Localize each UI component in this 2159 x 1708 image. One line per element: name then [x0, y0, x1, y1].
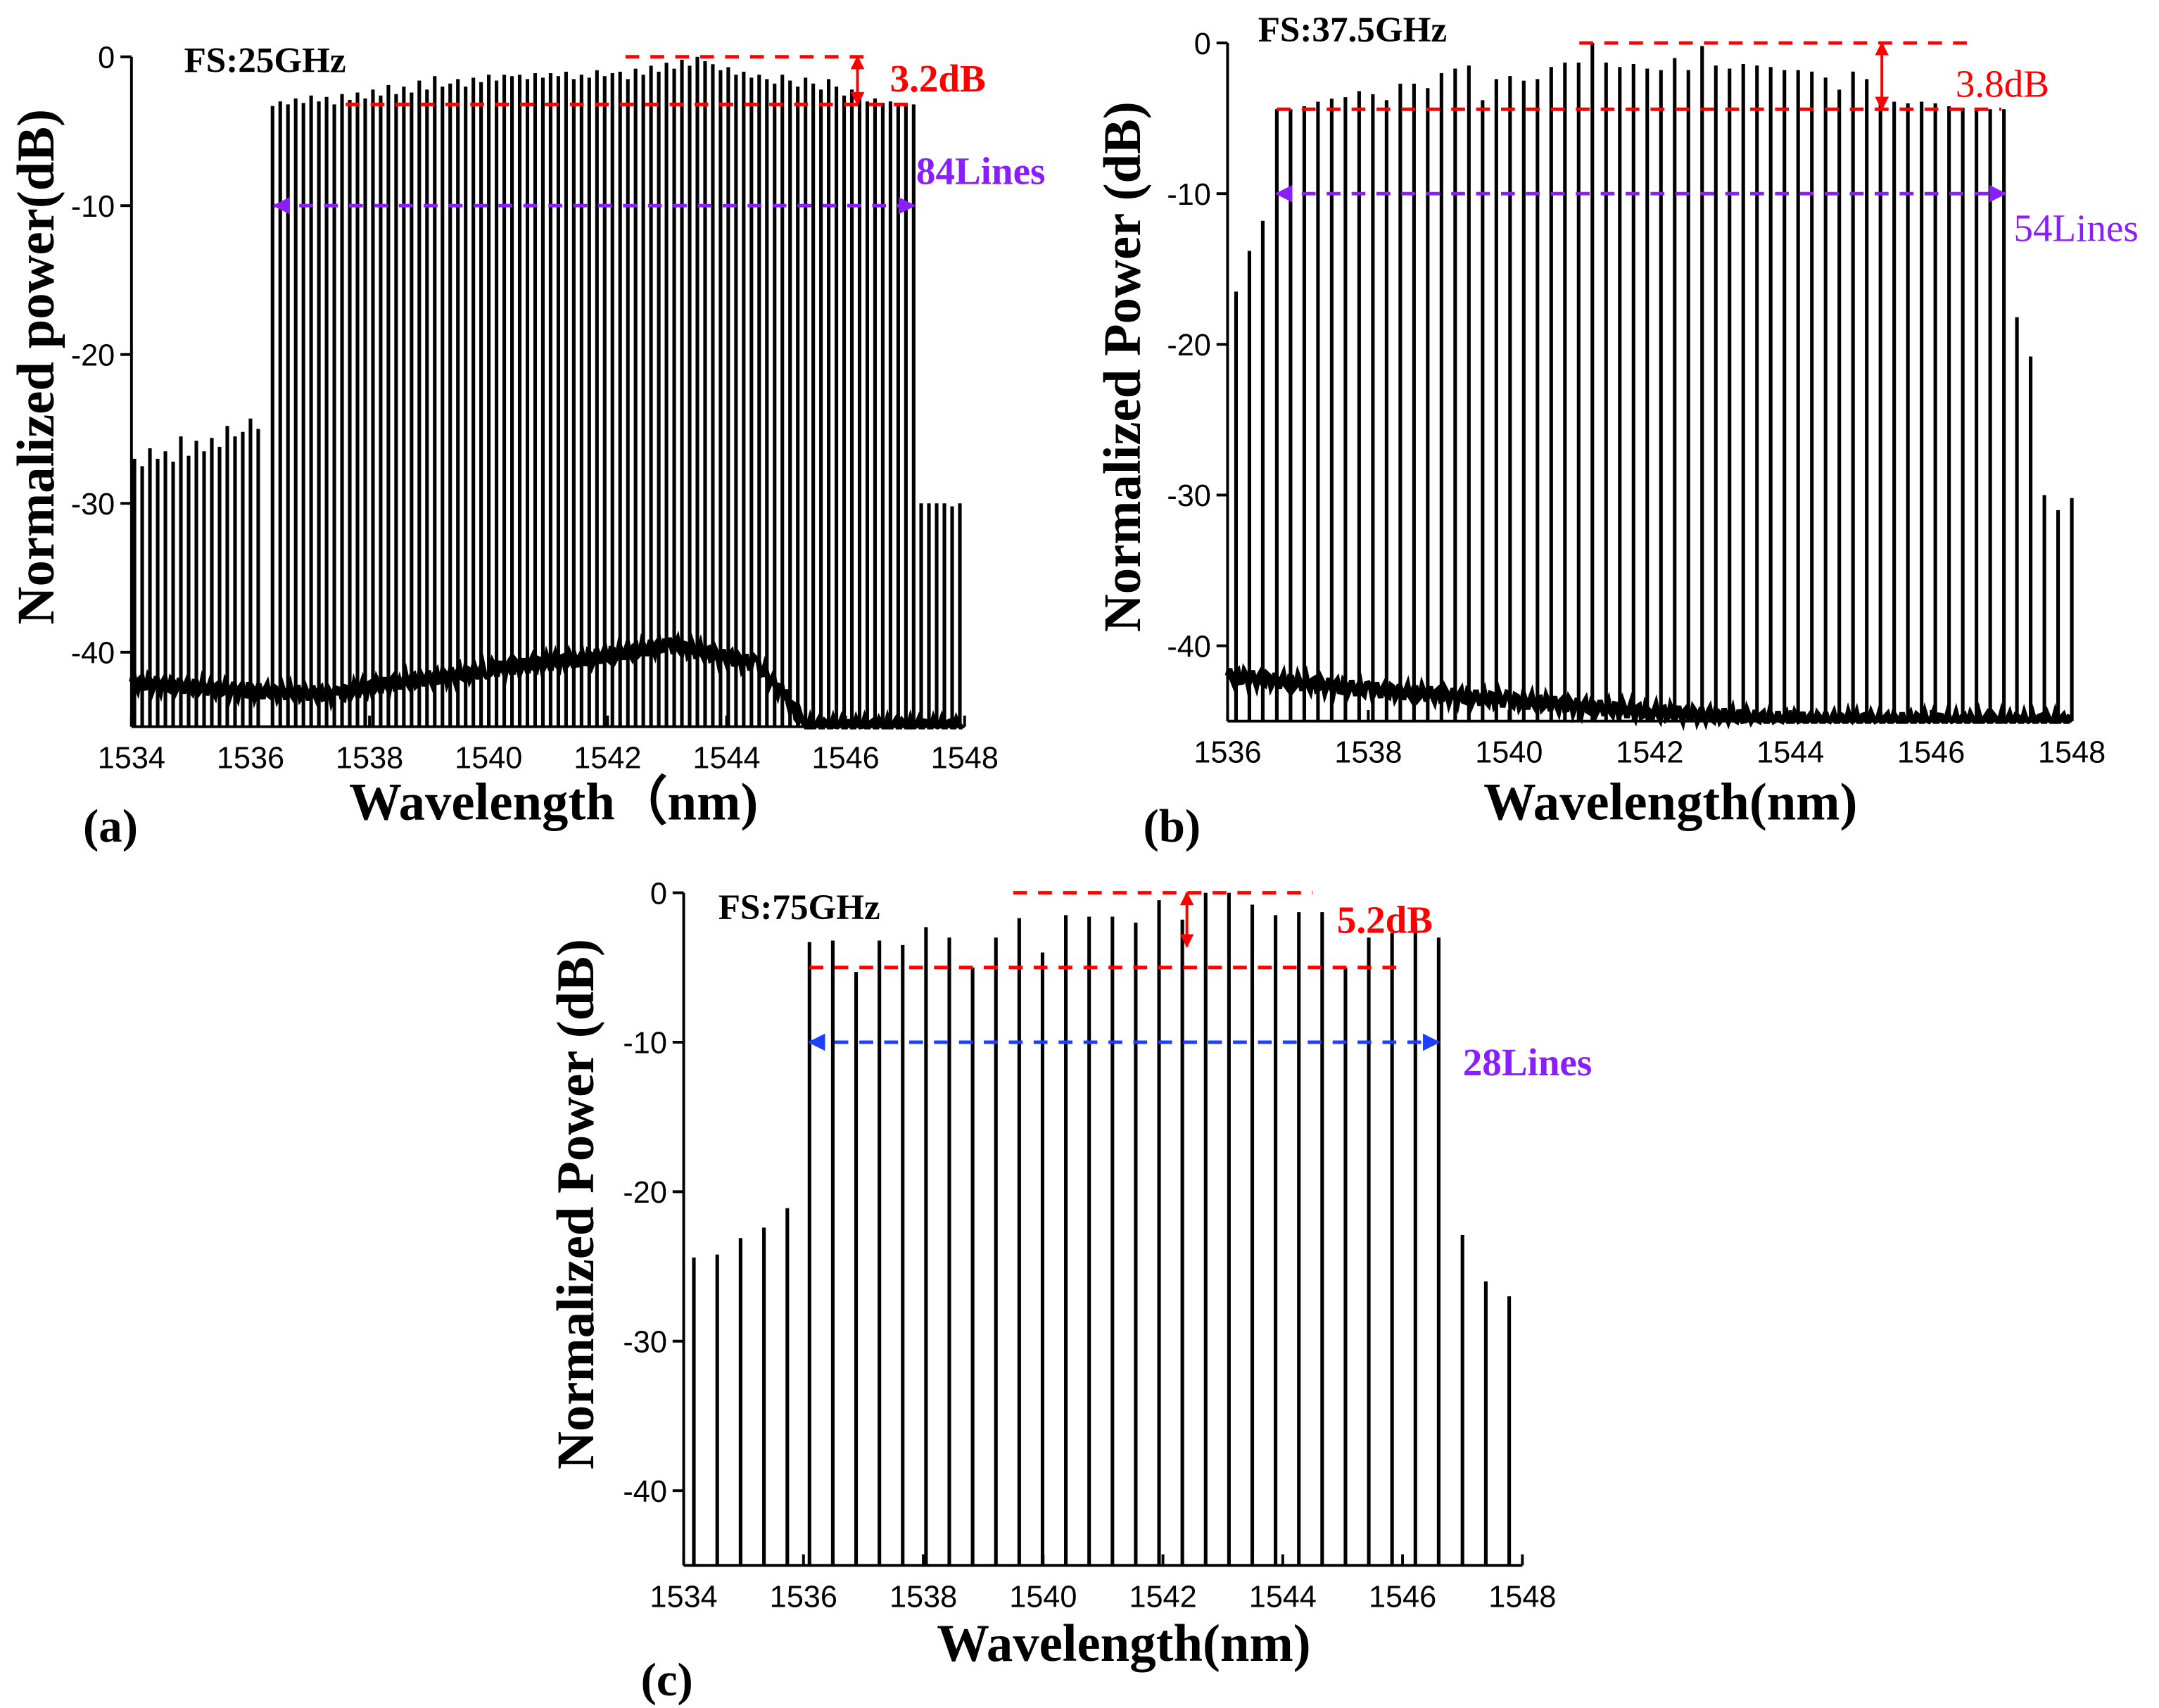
x-tick-label: 1538 — [1334, 736, 1402, 770]
x-axis-label: Wavelength(nm) — [1483, 773, 1857, 831]
x-axis-label: Wavelength(nm) — [937, 1614, 1310, 1673]
x-tick-label: 1542 — [1616, 736, 1683, 770]
x-tick-label: 1548 — [2038, 736, 2106, 770]
x-tick-label: 1544 — [1756, 736, 1824, 770]
chart-panel-a: 1534 1536 1538 1540 1542 1544 1546 1548 0 -10 -20 -… — [7, 40, 1045, 852]
x-tick-label: 1542 — [574, 742, 641, 776]
x-tick-label: 1546 — [1897, 736, 1965, 770]
free-spectral-range-label: FS:37.5GHz — [1258, 10, 1447, 50]
line-count-label: 54Lines — [2014, 206, 2139, 249]
line-count-label: 28Lines — [1463, 1041, 1593, 1084]
x-tick-label: 1544 — [1249, 1580, 1317, 1614]
y-tick-label: -30 — [1167, 479, 1211, 513]
x-tick-label: 1534 — [650, 1580, 717, 1614]
x-tick-label: 1540 — [1475, 736, 1543, 770]
y-axis-label: Normalized power(dB) — [7, 109, 65, 625]
y-axis-label: Normalized Power (dB) — [1094, 101, 1152, 632]
x-axis-label: Wavelength（nm) — [349, 773, 758, 831]
x-tick-label: 1536 — [217, 742, 284, 776]
y-tick-label: -20 — [1167, 329, 1211, 362]
y-tick-label: -20 — [71, 339, 115, 372]
x-tick-label: 1548 — [1488, 1580, 1556, 1614]
x-tick-label: 1540 — [455, 742, 522, 776]
y-tick-label: -40 — [71, 637, 115, 671]
flatness-label: 3.8dB — [1956, 63, 2049, 106]
charts: 1534 1536 1538 1540 1542 1544 1546 1548 0 -10 -20 -… — [7, 10, 2139, 1706]
y-tick-label: -30 — [623, 1326, 667, 1360]
y-tick-label: 0 — [650, 877, 667, 911]
x-tick-label: 1544 — [692, 742, 760, 776]
x-tick-label: 1536 — [1194, 736, 1261, 770]
y-tick-label: -10 — [623, 1027, 667, 1061]
flatness-label: 3.2dB — [890, 57, 986, 100]
y-tick-label: -10 — [71, 190, 115, 224]
y-tick-label: 0 — [98, 41, 115, 75]
panel-label: (c) — [641, 1654, 693, 1706]
x-tick-label: 1548 — [931, 742, 999, 776]
panel-label: (a) — [83, 800, 138, 852]
x-tick-label: 1540 — [1009, 1580, 1077, 1614]
chart-panel-b: 1536 1538 1540 1542 1544 1546 1548 0 -10 -20 -30 -4… — [1094, 10, 2139, 852]
free-spectral-range-label: FS:25GHz — [184, 40, 346, 80]
x-tick-label: 1534 — [98, 742, 165, 776]
x-tick-label: 1546 — [812, 742, 880, 776]
y-tick-label: -20 — [623, 1176, 667, 1210]
x-tick-label: 1542 — [1129, 1580, 1196, 1614]
x-tick-label: 1538 — [336, 742, 403, 776]
noise-floor-trace — [129, 631, 963, 730]
y-tick-label: -40 — [1167, 630, 1211, 664]
flatness-label: 5.2dB — [1337, 899, 1433, 942]
x-tick-label: 1536 — [770, 1580, 837, 1614]
free-spectral-range-label: FS:75GHz — [718, 887, 880, 928]
y-tick-label: 0 — [1194, 27, 1211, 61]
line-count-label: 84Lines — [916, 150, 1046, 193]
y-tick-label: -30 — [71, 488, 115, 521]
chart-panel-c: 1534 1536 1538 1540 1542 1544 1546 1548 0 -10 -20 -… — [547, 877, 1592, 1706]
y-axis-label: Normalized Power (dB) — [547, 939, 605, 1469]
panel-label: (b) — [1143, 800, 1201, 852]
x-tick-label: 1546 — [1369, 1580, 1436, 1614]
x-tick-label: 1538 — [889, 1580, 957, 1614]
y-tick-label: -40 — [623, 1475, 667, 1509]
y-tick-label: -10 — [1167, 178, 1211, 212]
